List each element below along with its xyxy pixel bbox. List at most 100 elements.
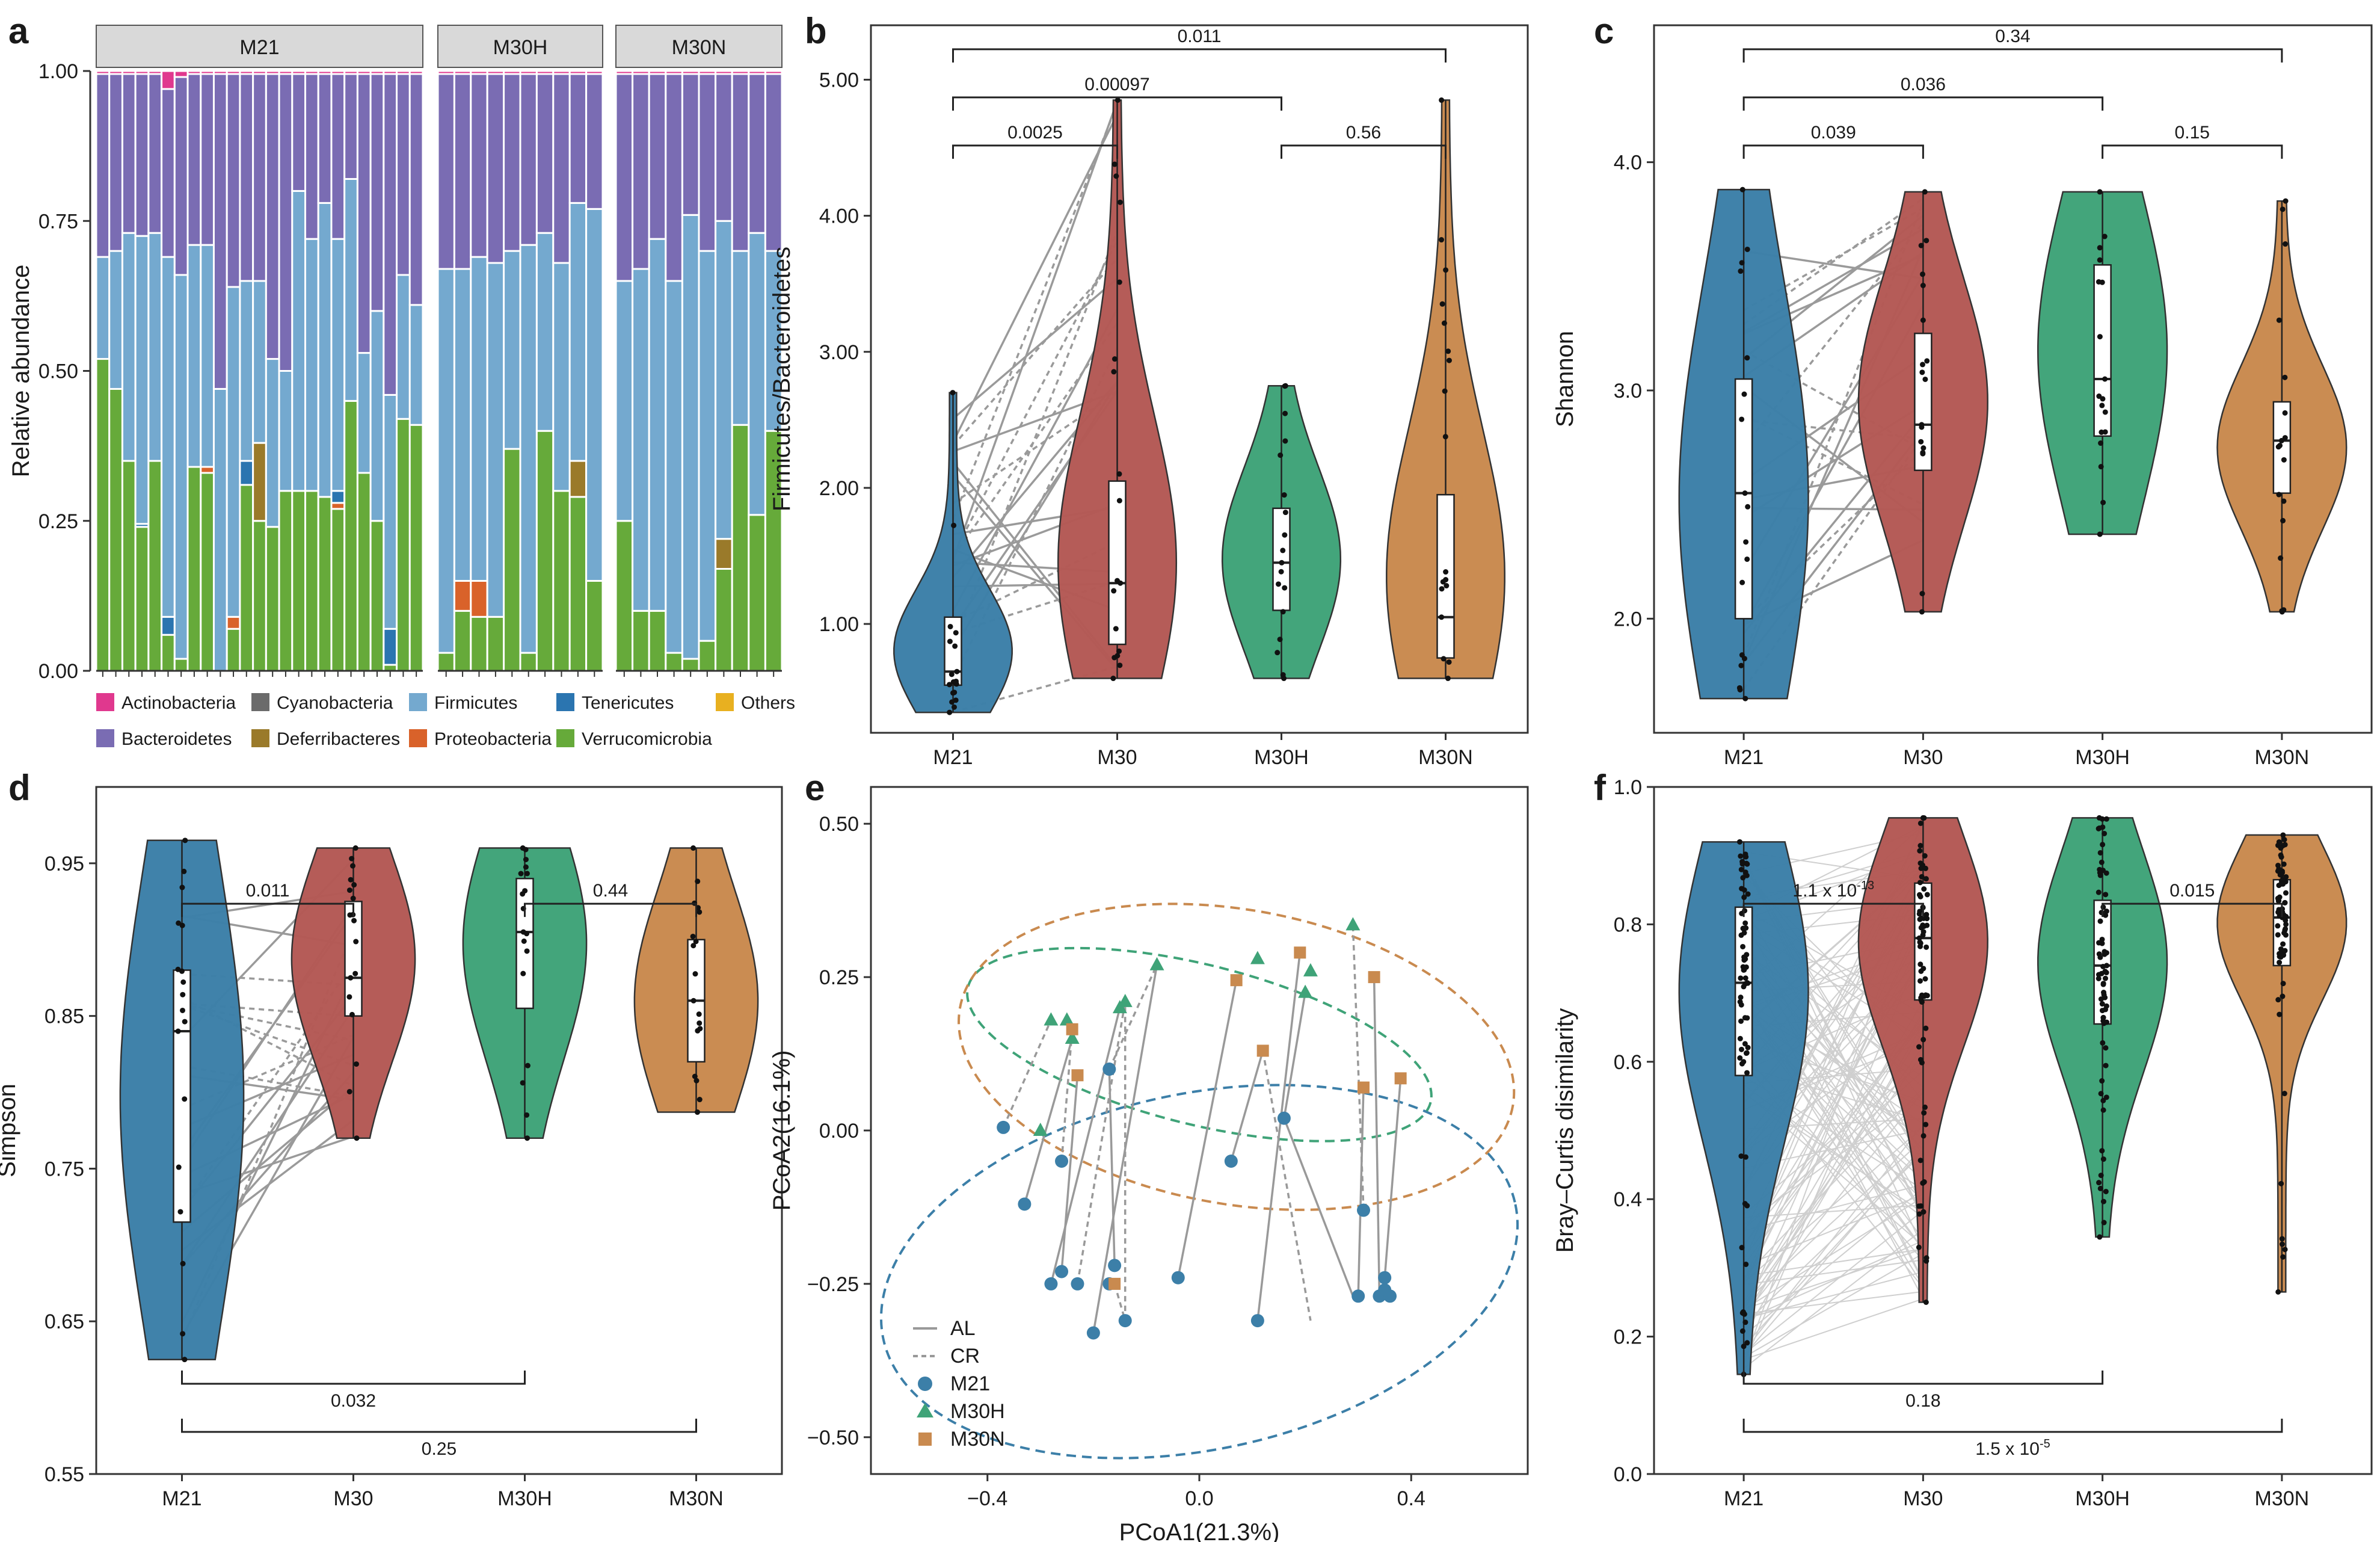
data-point [2098,440,2104,446]
panel-f-violin-bray-curtis: f 0.0 0.2 0.4 0.6 0.8 1.0 Bray–Curtis disimilar… [1552,768,2373,1510]
bar-segment-verrucomicrobia [291,490,307,672]
paired-line [1743,1070,1924,1230]
p-value-label: 0.25 [422,1439,457,1459]
data-point [524,931,530,937]
data-point [1741,894,1747,900]
x-axis-title: PCoA1(21.3%) [1119,1519,1280,1542]
data-point [2100,1040,2106,1046]
data-point [520,1080,526,1086]
data-point [2104,1019,2110,1025]
bar-segment-verrucomicrobia [108,387,123,672]
data-point [2103,816,2109,822]
data-point [2281,837,2287,843]
y-tick-label: 0.0 [1614,1463,1642,1486]
bar-segment-verrucomicrobia [648,609,667,672]
data-point [2096,889,2102,895]
p-value-exponent: -13 [1857,879,1874,892]
data-point [1742,1201,1748,1207]
data-point [2282,435,2288,441]
data-point [2275,444,2281,450]
comparison-bracket [2102,144,2283,159]
bar-segment-bacteroidetes [186,73,202,246]
paired-line [1351,925,1365,1210]
p-value-label: 0.011 [1178,26,1222,46]
data-point [1924,993,1930,999]
bar-segment-actinobacteria [108,70,123,75]
bar-segment-actinobacteria [147,70,163,75]
data-point [2283,926,2289,932]
bar-segment-bacteroidetes [731,73,750,252]
paired-line [952,258,1118,447]
data-point [347,912,353,918]
data-point [1923,1258,1930,1264]
point-m21 [1018,1197,1032,1211]
bar-segment-firmicutes [121,232,137,462]
data-point [1922,976,1928,982]
bar-segment-proteobacteria [453,579,472,612]
point-m21 [1357,1203,1370,1217]
data-point [2283,890,2289,896]
data-point [2096,1180,2102,1186]
data-point [949,699,955,705]
panel-letter-a: a [8,11,29,51]
bar-segment-verrucomicrobia [535,430,555,672]
data-point [1739,187,1745,193]
data-point [1919,1059,1925,1066]
data-point [1923,1300,1929,1305]
data-point [1282,410,1288,416]
data-point [1920,317,1926,323]
bar-segment-actinobacteria [317,70,333,75]
y-tick-label: 0.00 [819,1120,859,1143]
data-point [1442,434,1448,440]
point-m21 [1383,1289,1397,1303]
bar-segment-bacteroidetes [665,73,683,282]
data-point [1737,1035,1743,1041]
data-point [1743,1261,1749,1267]
data-point [2103,892,2109,898]
data-point [1744,861,1750,867]
bar-segment-firmicutes [173,274,189,660]
paired-line [1743,1229,1923,1369]
data-point [2097,918,2103,924]
comparison-bracket [1281,144,1447,159]
bar-segment-firmicutes [437,268,455,654]
data-point [2277,960,2283,966]
data-point [1917,820,1923,826]
data-point [2280,881,2286,887]
data-point [1738,975,1744,981]
paired-line [1743,1248,1923,1310]
data-point [949,671,955,677]
x-tick-label: M21 [933,746,973,769]
data-point [524,871,530,877]
data-point [1115,578,1121,584]
data-point [2100,1014,2106,1020]
data-point [1112,161,1118,167]
data-point [2275,898,2281,904]
data-point [1739,1245,1745,1251]
data-point [2280,832,2286,838]
data-point [2283,198,2289,204]
data-point [180,1007,186,1013]
y-tick-label: 1.0 [1614,776,1642,799]
data-point [1445,676,1451,682]
comparison-bracket [952,96,1282,111]
bar-segment-bacteroidetes [383,73,398,396]
data-point [1742,920,1748,926]
paired-line [1092,964,1158,1333]
data-point [1923,944,1930,950]
data-point [1741,656,1747,662]
data-point [1116,279,1122,285]
bar-segment-actinobacteria [632,70,650,75]
data-point [179,884,185,890]
data-point [1744,556,1750,562]
data-point [693,939,699,945]
data-point [1115,653,1121,659]
data-point [1742,1041,1748,1047]
data-point [696,1020,703,1026]
comparison-bracket [181,1371,526,1385]
data-point [2096,825,2102,831]
data-point [348,877,354,883]
bar-segment-actinobacteria [585,70,604,75]
data-point [1738,1153,1744,1159]
comparison-bracket [952,48,1447,63]
